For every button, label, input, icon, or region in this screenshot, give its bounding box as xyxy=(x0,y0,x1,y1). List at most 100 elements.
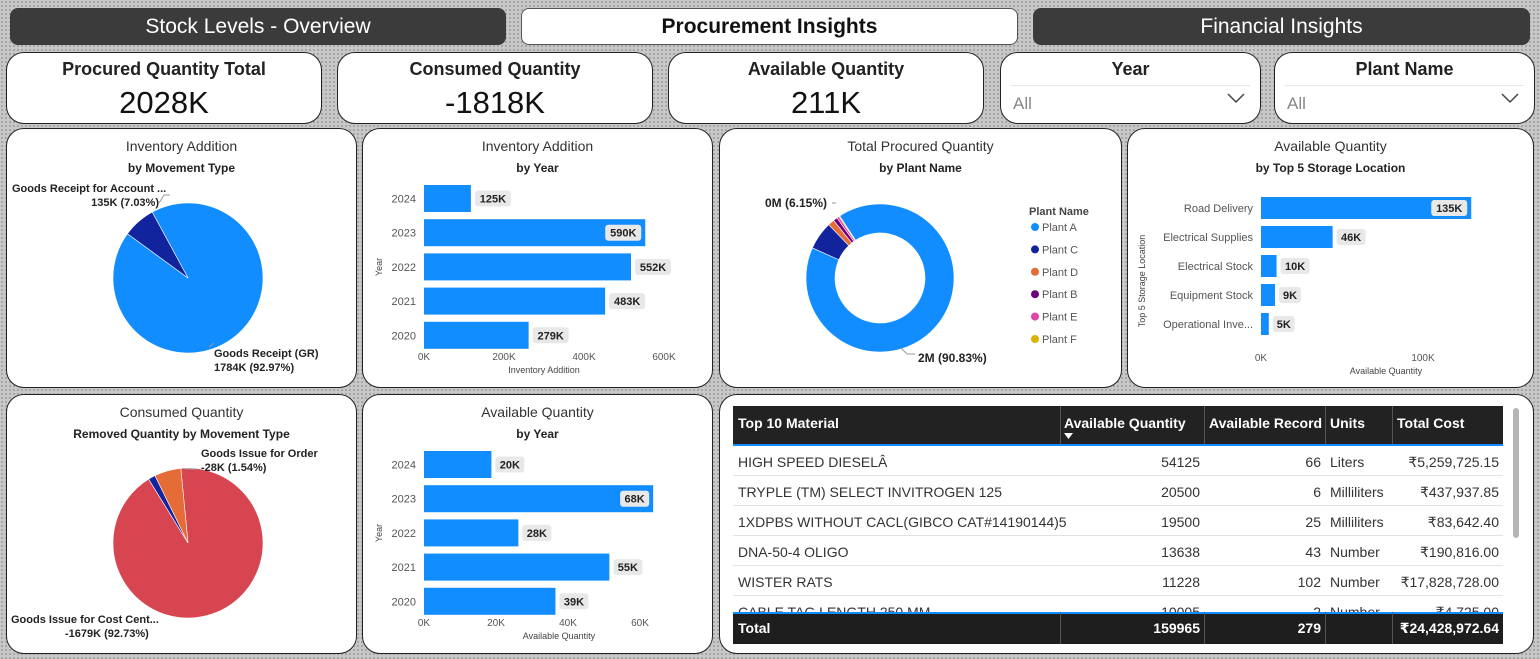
legend-item: Plant E xyxy=(1042,312,1077,324)
table-scrollbar[interactable] xyxy=(1513,408,1519,538)
pie-slice-other xyxy=(154,468,189,544)
data-label-bg xyxy=(1272,316,1295,332)
table-row[interactable]: 1XDPBS WITHOUT CACL(GIBCO CAT#14190144)5… xyxy=(733,506,1503,536)
category-label: 2022 xyxy=(392,262,416,274)
cell-total-cost: ₹190,816.00 xyxy=(1420,544,1499,560)
header-available-record[interactable]: Available Record xyxy=(1209,415,1323,431)
cell-available-quantity: 11228 xyxy=(1162,574,1200,590)
data-label: 68K xyxy=(625,494,645,506)
tab-financial-insights[interactable]: Financial Insights xyxy=(1033,8,1530,45)
cell-total-cost: ₹437,937.85 xyxy=(1420,484,1499,500)
table-row[interactable]: DNA-50-4 OLIGO 13638 43 Number ₹190,816.00 xyxy=(733,536,1503,566)
legend-marker xyxy=(1031,335,1039,343)
chevron-down-icon[interactable] xyxy=(1226,91,1246,105)
data-label: 39K xyxy=(564,596,584,608)
x-tick-label: 0K xyxy=(418,352,431,363)
cell-units: Number xyxy=(1330,544,1380,560)
x-tick-label: 100K xyxy=(1411,353,1435,364)
bar-road-delivery xyxy=(1261,197,1472,219)
data-label-bg xyxy=(605,224,642,241)
consumed-movement-pie[interactable]: Goods Issue for Order -28K (1.54%) Goods… xyxy=(7,395,358,655)
table-row[interactable]: HIGH SPEED DIESELÂ 54125 66 Liters ₹5,259,72… xyxy=(733,446,1503,476)
chart-subtitle: by Plant Name xyxy=(879,161,962,175)
header-material[interactable]: Top 10 Material xyxy=(738,415,839,431)
category-label: Electrical Supplies xyxy=(1163,232,1253,244)
header-total-cost[interactable]: Total Cost xyxy=(1397,415,1465,431)
legend-marker xyxy=(1031,267,1039,276)
bar-2020 xyxy=(424,321,529,349)
pie-slice-plant-f xyxy=(838,215,856,242)
chart-title: Consumed Quantity xyxy=(119,404,244,420)
cell-units: Number xyxy=(1330,574,1380,590)
kpi-consumed-value: -1818K xyxy=(445,85,545,120)
year-slicer-value[interactable]: All xyxy=(1013,94,1032,113)
year-slicer[interactable]: Year All xyxy=(1000,52,1261,124)
data-label: 10K xyxy=(1285,261,1305,273)
cell-material: HIGH SPEED DIESELÂ xyxy=(738,454,888,470)
header-available-quantity[interactable]: Available Quantity xyxy=(1064,415,1186,431)
x-tick-label: 20K xyxy=(487,618,505,629)
inventory-movement-pie-card: Inventory Addition by Movement Type Good… xyxy=(6,128,357,388)
top-material-table[interactable]: Top 10 Material Available Quantity Avail… xyxy=(733,406,1503,642)
header-units[interactable]: Units xyxy=(1330,415,1365,431)
inventory-movement-pie[interactable]: Goods Receipt for Account ... 135K (7.03… xyxy=(7,129,358,389)
chart-subtitle: by Top 5 Storage Location xyxy=(1255,161,1406,175)
storage-location-bar-card: Available Quantity by Top 5 Storage Loca… xyxy=(1127,128,1534,388)
table-header xyxy=(733,406,1503,445)
cell-available-record: 102 xyxy=(1297,574,1321,590)
chart-title: Available Quantity xyxy=(481,404,594,420)
kpi-available-title: Available Quantity xyxy=(747,59,905,79)
bar-2022 xyxy=(424,519,519,547)
category-label: 2021 xyxy=(392,296,416,308)
table-row[interactable]: TRYPLE (TM) SELECT INVITROGEN 125 20500 6 M… xyxy=(733,476,1503,506)
legend-marker xyxy=(1031,223,1039,231)
bar-2021 xyxy=(424,287,606,315)
plant-slicer-value[interactable]: All xyxy=(1287,94,1306,113)
tab-stock-levels[interactable]: Stock Levels - Overview xyxy=(10,8,506,45)
plant-slicer-title: Plant Name xyxy=(1355,59,1454,79)
data-label-bg xyxy=(495,456,525,473)
chart-subtitle: by Year xyxy=(516,427,559,441)
sort-descending-icon[interactable] xyxy=(1064,432,1074,440)
inventory-year-bar-chart[interactable]: 2024 125K 2023 590K 2022 552K 2021 483K 2020 279K… xyxy=(363,129,714,389)
x-axis-label: Available Quantity xyxy=(523,631,596,641)
cell-total-cost: ₹17,828,728.00 xyxy=(1400,574,1499,590)
procured-plant-donut[interactable]: 0M (6.15%) 2M (90.83%) Plant Name Plant … xyxy=(720,129,1123,389)
chart-title: Total Procured Quantity xyxy=(847,138,994,154)
x-tick-label: 0K xyxy=(418,618,431,629)
category-label: 2020 xyxy=(392,330,416,342)
kpi-available-value: 211K xyxy=(790,85,862,120)
category-label: Equipment Stock xyxy=(1170,290,1254,302)
storage-location-bar-chart[interactable]: Road Delivery 135K Electrical Supplies 46K E… xyxy=(1128,129,1535,389)
legend-marker xyxy=(1031,290,1039,299)
pie-slice-goods-receipt-for-account- xyxy=(127,211,189,279)
legend-item: Plant C xyxy=(1042,244,1078,256)
kpi-procured-title: Procured Quantity Total xyxy=(62,59,266,79)
available-year-bar-chart[interactable]: 2024 20K 2023 68K 2022 28K 2021 55K 2020 39K 0K 20K… xyxy=(363,395,714,655)
plant-slicer[interactable]: Plant Name All xyxy=(1274,52,1535,124)
category-label: 2021 xyxy=(392,562,416,574)
bar-2021 xyxy=(424,553,610,581)
cell-units: Milliliters xyxy=(1330,514,1384,530)
legend-item: Plant D xyxy=(1042,267,1078,279)
cell-total-cost: ₹83,642.40 xyxy=(1427,514,1499,530)
cell-material: WISTER RATS xyxy=(738,574,833,590)
category-label: Electrical Stock xyxy=(1178,261,1254,273)
cell-material: TRYPLE (TM) SELECT INVITROGEN 125 xyxy=(738,484,1002,500)
table-row[interactable]: WISTER RATS 11228 102 Number ₹17,828,728.00 xyxy=(733,566,1503,596)
x-tick-label: 600K xyxy=(652,352,676,363)
cell-total-cost: ₹5,259,725.15 xyxy=(1408,454,1499,470)
cell-available-quantity: 54125 xyxy=(1161,454,1200,470)
data-label: 552K xyxy=(640,262,666,274)
data-label: 125K xyxy=(480,194,506,206)
total-available-quantity: 159965 xyxy=(1153,620,1200,636)
cell-available-record: 66 xyxy=(1305,454,1321,470)
data-label-bg xyxy=(1336,229,1366,245)
category-label: 2024 xyxy=(392,460,416,472)
cell-units: Liters xyxy=(1330,454,1365,470)
data-label-bg xyxy=(1431,200,1468,216)
data-label: 46K xyxy=(1341,232,1361,244)
tab-procurement-insights[interactable]: Procurement Insights xyxy=(521,8,1018,45)
pie-label-big-name: Goods Receipt (GR) xyxy=(214,348,319,360)
chevron-down-icon[interactable] xyxy=(1500,91,1520,105)
